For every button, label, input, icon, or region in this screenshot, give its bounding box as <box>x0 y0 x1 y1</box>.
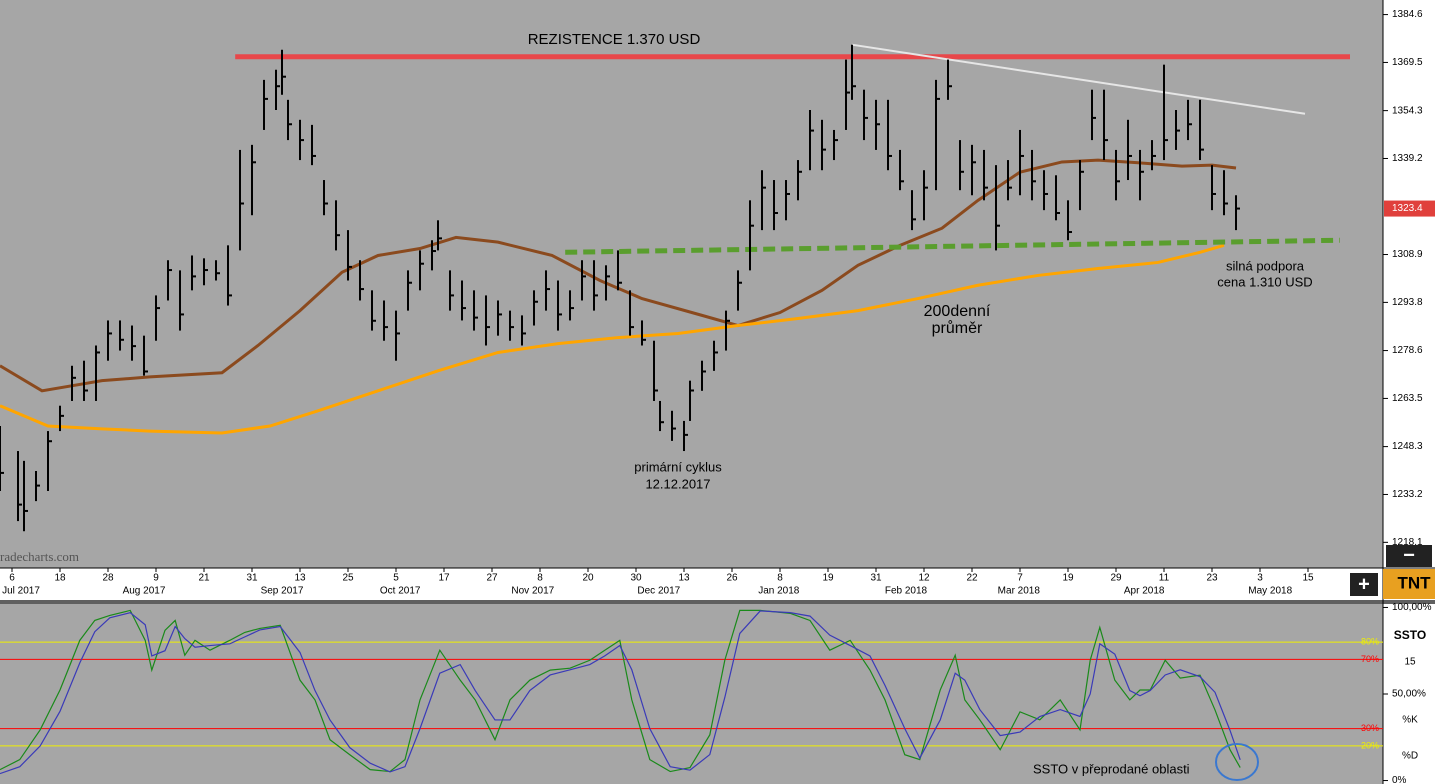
x-month-label: Jul 2017 <box>2 586 40 597</box>
x-tick-label: 12 <box>918 573 930 584</box>
level-label: 70% <box>1361 654 1379 664</box>
last-price-label: 1323.4 <box>1392 203 1423 214</box>
x-tick-label: 13 <box>294 573 306 584</box>
y-tick-label: 50,00% <box>1392 689 1426 700</box>
x-tick-label: 28 <box>102 573 114 584</box>
annotation: REZISTENCE 1.370 USD <box>528 31 701 48</box>
y-tick-label: 1384.6 <box>1392 9 1423 20</box>
x-tick-label: 13 <box>678 573 690 584</box>
logo: TNT <box>1397 573 1431 592</box>
zoom-out-button[interactable] <box>1386 545 1432 567</box>
x-tick-label: 31 <box>870 573 882 584</box>
x-tick-label: 15 <box>1302 573 1314 584</box>
annotation: průměr <box>932 319 983 337</box>
legend-entry: %K <box>1402 715 1418 726</box>
x-tick-label: 18 <box>54 573 66 584</box>
moving-average <box>0 243 1225 435</box>
x-tick-label: 31 <box>246 573 258 584</box>
x-month-label: Nov 2017 <box>511 586 554 597</box>
x-month-label: Dec 2017 <box>637 586 680 597</box>
x-tick-label: 19 <box>1062 573 1074 584</box>
x-tick-label: 27 <box>486 573 498 584</box>
x-tick-label: 26 <box>726 573 738 584</box>
x-month-label: Oct 2017 <box>380 586 421 597</box>
x-tick-label: 25 <box>342 573 354 584</box>
price-chart <box>0 43 1350 532</box>
annotation: cena 1.310 USD <box>1217 274 1312 289</box>
y-tick-label: 1278.6 <box>1392 345 1423 356</box>
annotation: 12.12.2017 <box>645 476 710 491</box>
annotation: silná podpora <box>1226 258 1305 273</box>
level-label: 30% <box>1361 723 1379 733</box>
panel-separator <box>0 600 1435 604</box>
y-tick-label: 1293.8 <box>1392 297 1423 308</box>
x-tick-label: 30 <box>630 573 642 584</box>
indicator-period: 15 <box>1404 657 1416 668</box>
x-month-label: Feb 2018 <box>885 586 928 597</box>
trendline <box>851 43 1306 115</box>
annotation: primární cyklus <box>634 459 722 474</box>
annotation: 200denní <box>924 303 991 320</box>
x-month-label: Sep 2017 <box>261 586 304 597</box>
y-tick-label: 1369.5 <box>1392 57 1423 68</box>
x-tick-label: 6 <box>9 573 15 584</box>
x-tick-label: 21 <box>198 573 210 584</box>
zoom-out-label[interactable]: − <box>1403 544 1415 566</box>
trendline <box>565 237 1340 255</box>
watermark: radecharts.com <box>0 549 79 564</box>
x-axis-bg <box>0 568 1435 600</box>
level-label: 20% <box>1361 740 1379 750</box>
x-month-label: Aug 2017 <box>123 586 166 597</box>
annotation: SSTO v přeprodané oblasti <box>1033 761 1190 776</box>
x-tick-label: 3 <box>1257 573 1263 584</box>
x-tick-label: 23 <box>1206 573 1218 584</box>
x-tick-label: 17 <box>438 573 450 584</box>
stoch-line <box>0 609 1241 773</box>
moving-average <box>0 158 1237 393</box>
x-month-label: May 2018 <box>1248 586 1292 597</box>
stoch-axis-bg <box>1383 604 1435 784</box>
y-tick-label: 1248.3 <box>1392 441 1423 452</box>
y-tick-label: 100,00% <box>1392 602 1432 613</box>
x-month-label: Apr 2018 <box>1124 586 1165 597</box>
x-tick-label: 11 <box>1159 573 1170 584</box>
y-tick-label: 1354.3 <box>1392 105 1423 116</box>
indicator-title: SSTO <box>1394 628 1426 642</box>
x-tick-label: 5 <box>393 573 399 584</box>
last-price-box <box>1384 200 1435 217</box>
x-tick-label: 20 <box>582 573 594 584</box>
stoch-chart: 80% 70% 30% 20% <box>0 609 1383 775</box>
y-tick-label: 1263.5 <box>1392 393 1423 404</box>
x-tick-label: 19 <box>822 573 834 584</box>
y-tick-label: 1233.2 <box>1392 489 1423 500</box>
x-tick-label: 29 <box>1110 573 1122 584</box>
logo-bg <box>1383 569 1435 599</box>
y-tick-label: 1339.2 <box>1392 153 1423 164</box>
x-tick-label: 8 <box>777 573 783 584</box>
legend-entry: %D <box>1402 751 1418 762</box>
price-plot-bg <box>0 0 1383 568</box>
x-month-label: Jan 2018 <box>758 586 800 597</box>
x-tick-label: 9 <box>153 573 159 584</box>
stoch-line <box>0 610 1241 775</box>
x-tick-label: 7 <box>1017 573 1023 584</box>
y-tick-label: 1218.1 <box>1392 537 1423 548</box>
zoom-in-label[interactable]: + <box>1358 573 1370 595</box>
level-label: 80% <box>1361 636 1379 646</box>
price-axis-bg <box>1383 0 1435 568</box>
zoom-in-button[interactable] <box>1350 573 1378 596</box>
stoch-plot-bg <box>0 604 1383 784</box>
y-tick-label: 1308.9 <box>1392 249 1423 260</box>
y-tick-label: 0% <box>1392 775 1407 784</box>
x-tick-label: 22 <box>966 573 978 584</box>
highlight-circle <box>1215 743 1259 781</box>
x-tick-label: 8 <box>537 573 543 584</box>
x-month-label: Mar 2018 <box>998 586 1041 597</box>
